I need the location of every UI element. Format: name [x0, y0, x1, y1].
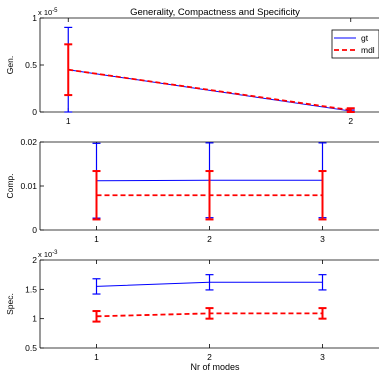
x-tick-label: 3: [320, 352, 325, 362]
y-axis-label: Comp.: [5, 173, 15, 198]
x-tick-label: 2: [207, 234, 212, 244]
exponent-power: -5: [52, 8, 58, 14]
y-tick-label: 0.5: [25, 60, 37, 70]
y-tick-label: 0.01: [20, 181, 37, 191]
x-tick-label: 2: [207, 352, 212, 362]
x-axis-label: Nr of modes: [190, 362, 240, 372]
gt-series-line: [96, 281, 323, 287]
x-tick-label: 2: [348, 116, 353, 126]
y-tick-label: 0.02: [20, 137, 37, 147]
y-tick-label: 0.5: [25, 343, 37, 353]
y-tick-label: 1: [32, 314, 37, 324]
y-axis-label: Spec.: [5, 293, 15, 315]
mdl-series-line: [96, 312, 323, 318]
y-axis-label: Gen.: [5, 56, 15, 74]
legend: gt mdl: [331, 29, 379, 59]
figure-title: Generality, Compactness and Specificity: [130, 7, 300, 18]
y-tick-label: 0: [32, 225, 37, 235]
x-tick-label: 3: [320, 234, 325, 244]
exponent-base: x 10: [38, 250, 52, 259]
x-tick-label: 1: [94, 352, 99, 362]
panel-compactness: 0 0.01 0.02 1 2 3 Comp.: [5, 137, 379, 244]
legend-mdl-label: mdl: [361, 45, 375, 55]
y-axis-exponent: x 10-5: [38, 8, 58, 17]
y-tick-label: 1: [32, 13, 37, 23]
panel-generality: 0 0.5 1 1 2 Gen. x 10-5: [5, 8, 379, 126]
legend-box: [331, 29, 379, 59]
x-tick-label: 1: [94, 234, 99, 244]
y-tick-label: 1.5: [25, 284, 37, 294]
exponent-base: x 10: [38, 8, 52, 17]
x-tick-label: 1: [66, 116, 71, 126]
y-tick-label: 2: [32, 255, 37, 265]
gt-series-line: [68, 69, 351, 112]
exponent-power: -3: [52, 250, 58, 256]
y-tick-label: 0: [32, 107, 37, 117]
y-axis-exponent: x 10-3: [38, 250, 58, 259]
panel-specificity: 0.5 1 1.5 2 1 2 3 Spec. x 10-3: [5, 250, 379, 362]
legend-gt-label: gt: [361, 33, 369, 43]
